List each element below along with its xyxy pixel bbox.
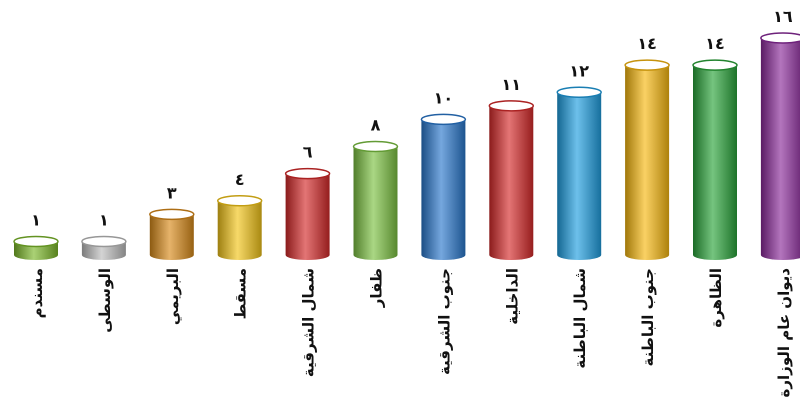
value-label-11: ١٤ — [705, 34, 725, 53]
value-label-4: ٤ — [235, 170, 245, 189]
bar-body-8 — [489, 105, 534, 260]
bar-3 — [149, 208, 195, 260]
bar-body-12 — [760, 38, 800, 260]
category-label-9: شمال الباطنة — [571, 268, 589, 369]
value-label-10: ١٤ — [637, 34, 657, 53]
category-label-6: ظفار — [368, 268, 386, 308]
bar-top-11 — [692, 59, 738, 71]
bar-2 — [81, 235, 127, 260]
bar-5 — [284, 167, 331, 260]
category-label-5: شمال الشرقية — [300, 268, 318, 377]
bar-top-7 — [420, 113, 467, 126]
bar-top-2 — [81, 235, 127, 248]
bar-body-7 — [421, 119, 466, 260]
bar-top-4 — [216, 195, 263, 207]
category-label-2: الوسطى — [96, 268, 114, 333]
bars-group — [13, 32, 800, 260]
category-label-11: الظاهرة — [707, 268, 725, 328]
value-label-5: ٦ — [303, 143, 313, 162]
category-label-1: مسندم — [28, 268, 46, 318]
bar-body-11 — [693, 65, 737, 260]
bar-top-1 — [13, 235, 59, 248]
bar-top-10 — [624, 59, 670, 71]
category-label-7: جنوب الشرقية — [435, 268, 453, 375]
category-label-10: جنوب الباطنة — [639, 268, 657, 367]
bar-body-6 — [353, 146, 398, 260]
bar-top-8 — [488, 100, 535, 112]
bar-body-9 — [557, 92, 602, 260]
value-label-2: ١ — [99, 210, 109, 229]
bar-12 — [760, 32, 800, 260]
category-labels-group: مسندم الوسطى البريمي مسقط شمال الشرقية ظفار جن… — [28, 268, 793, 398]
bar-body-3 — [149, 214, 194, 260]
value-label-9: ١٢ — [569, 61, 589, 80]
bar-4 — [216, 195, 263, 260]
value-label-1: ١ — [31, 210, 41, 229]
bar-10 — [624, 59, 670, 260]
value-label-12: ١٦ — [773, 7, 793, 26]
category-label-12: ديوان عام الوزارة — [775, 268, 793, 398]
value-label-7: ١٠ — [434, 88, 454, 107]
bar-1 — [13, 235, 59, 260]
value-label-6: ٨ — [371, 116, 381, 135]
value-label-8: ١١ — [502, 75, 522, 94]
bar-11 — [692, 59, 738, 260]
bar-top-12 — [760, 32, 800, 44]
bar-body-5 — [285, 173, 330, 260]
category-label-3: البريمي — [164, 268, 182, 325]
bar-body-4 — [217, 200, 262, 260]
bar-8 — [488, 100, 535, 260]
category-label-8: الداخلية — [503, 268, 521, 325]
bar-top-5 — [284, 167, 331, 180]
bar-top-6 — [352, 140, 399, 153]
value-label-3: ٣ — [167, 183, 177, 202]
bar-9 — [556, 86, 602, 260]
bar-top-3 — [149, 208, 195, 221]
bar-7 — [420, 113, 467, 260]
bar-top-9 — [556, 86, 602, 98]
category-label-4: مسقط — [232, 268, 250, 319]
bar-body-10 — [625, 65, 670, 260]
bar-6 — [352, 140, 399, 260]
